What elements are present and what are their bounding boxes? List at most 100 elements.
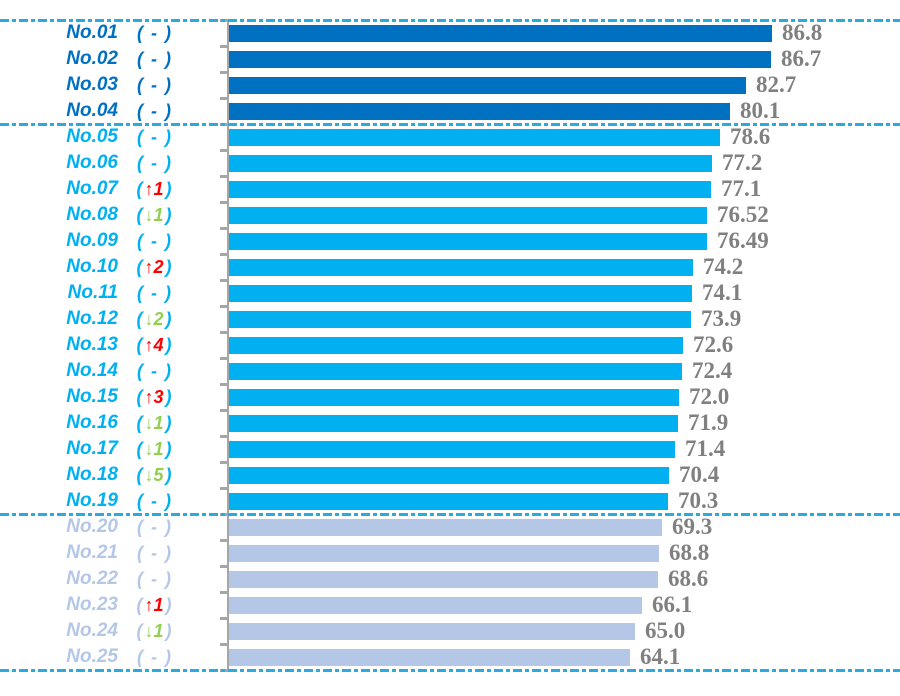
change-indicator: ↑3 bbox=[144, 387, 163, 408]
paren-close: ) bbox=[165, 360, 171, 381]
down-arrow-icon: ↓ bbox=[144, 438, 154, 459]
bar bbox=[229, 492, 668, 510]
bar-value: 80.1 bbox=[740, 98, 781, 123]
paren-open: ( bbox=[136, 412, 143, 433]
bar-wrap: 71.4 bbox=[229, 436, 725, 462]
bar bbox=[229, 336, 683, 354]
paren-close: ) bbox=[165, 542, 171, 563]
down-arrow-icon: ↓ bbox=[144, 308, 154, 329]
paren-open: ( bbox=[136, 594, 143, 615]
rank-change: (-) bbox=[122, 647, 186, 668]
rank-label: No.03 bbox=[66, 74, 118, 95]
bar-row: No.16 (↓1) 71.9 bbox=[0, 410, 900, 436]
bar-wrap: 72.4 bbox=[229, 358, 732, 384]
change-indicator: - bbox=[151, 74, 157, 95]
rank-change: (↓1) bbox=[122, 205, 186, 226]
bar-wrap: 77.2 bbox=[229, 150, 762, 176]
change-indicator: ↓1 bbox=[144, 621, 163, 642]
bar-value: 71.4 bbox=[685, 436, 726, 461]
rank-label: No.24 bbox=[66, 620, 118, 641]
paren-close: ) bbox=[165, 490, 171, 511]
bar-wrap: 68.6 bbox=[229, 566, 708, 592]
axis-tick bbox=[220, 71, 228, 74]
change-indicator: ↓2 bbox=[144, 309, 163, 330]
change-indicator: - bbox=[151, 516, 157, 537]
bar bbox=[229, 258, 693, 276]
rank-label: No.15 bbox=[66, 386, 118, 407]
paren-close: ) bbox=[165, 74, 171, 95]
bar-row: No.15 (↑3) 72.0 bbox=[0, 384, 900, 410]
paren-close: ) bbox=[165, 100, 171, 121]
rank-change: (-) bbox=[122, 491, 186, 512]
change-amount: 1 bbox=[153, 204, 164, 225]
rank-label: No.19 bbox=[66, 490, 118, 511]
value-axis-line bbox=[227, 20, 229, 670]
bar-row: No.07 (↑1) 77.1 bbox=[0, 176, 900, 202]
separator-line bbox=[0, 18, 900, 22]
bar-value: 68.6 bbox=[668, 566, 709, 591]
bar-row: No.10 (↑2) 74.2 bbox=[0, 254, 900, 280]
rank-change: (↓1) bbox=[122, 439, 186, 460]
change-indicator: ↑4 bbox=[144, 335, 163, 356]
bar-value: 76.49 bbox=[717, 228, 769, 253]
bar-row: No.19 (-) 70.3 bbox=[0, 488, 900, 514]
paren-open: ( bbox=[137, 542, 143, 563]
rank-label: No.11 bbox=[67, 282, 118, 303]
bar-value: 74.2 bbox=[703, 254, 744, 279]
bar-row: No.21 (-) 68.8 bbox=[0, 540, 900, 566]
rank-change: (-) bbox=[122, 23, 186, 44]
paren-open: ( bbox=[137, 152, 143, 173]
paren-open: ( bbox=[137, 100, 143, 121]
bar bbox=[229, 622, 635, 640]
paren-close: ) bbox=[165, 178, 172, 199]
change-indicator: - bbox=[151, 126, 157, 147]
paren-close: ) bbox=[165, 152, 171, 173]
bar-value: 65.0 bbox=[645, 618, 686, 643]
rank-change: (-) bbox=[122, 127, 186, 148]
bar-wrap: 76.49 bbox=[229, 228, 769, 254]
axis-tick bbox=[220, 357, 228, 360]
bar-row: No.23 (↑1) 66.1 bbox=[0, 592, 900, 618]
bar-wrap: 74.1 bbox=[229, 280, 742, 306]
bar-row: No.02 (-) 86.7 bbox=[0, 46, 900, 72]
bar bbox=[229, 414, 678, 432]
paren-close: ) bbox=[165, 646, 171, 667]
bar-wrap: 72.6 bbox=[229, 332, 733, 358]
change-amount: 3 bbox=[153, 386, 164, 407]
rank-change: (↓5) bbox=[122, 465, 186, 486]
rank-label: No.12 bbox=[66, 308, 118, 329]
bar-value: 74.1 bbox=[702, 280, 743, 305]
bar-value: 72.4 bbox=[692, 358, 733, 383]
rank-label: No.14 bbox=[66, 360, 118, 381]
axis-tick bbox=[220, 409, 228, 412]
axis-tick bbox=[220, 253, 228, 256]
bar-wrap: 86.7 bbox=[229, 46, 821, 72]
paren-close: ) bbox=[165, 386, 172, 407]
paren-open: ( bbox=[137, 126, 143, 147]
bar-value: 77.2 bbox=[722, 150, 763, 175]
paren-open: ( bbox=[136, 464, 143, 485]
down-arrow-icon: ↓ bbox=[144, 464, 154, 485]
bar-wrap: 64.1 bbox=[229, 644, 680, 670]
axis-tick bbox=[220, 279, 228, 282]
bar-wrap: 73.9 bbox=[229, 306, 741, 332]
rank-label: No.23 bbox=[66, 594, 118, 615]
change-indicator: - bbox=[151, 152, 157, 173]
bar bbox=[229, 76, 746, 94]
rank-label: No.07 bbox=[66, 178, 118, 199]
bar-row: No.09 (-) 76.49 bbox=[0, 228, 900, 254]
bar bbox=[229, 310, 691, 328]
bar bbox=[229, 206, 707, 224]
change-indicator: ↑2 bbox=[144, 257, 163, 278]
change-amount: 1 bbox=[153, 412, 164, 433]
bar-wrap: 72.0 bbox=[229, 384, 729, 410]
paren-close: ) bbox=[165, 620, 172, 641]
bar-row: No.22 (-) 68.6 bbox=[0, 566, 900, 592]
change-indicator: - bbox=[151, 360, 157, 381]
rank-label: No.22 bbox=[66, 568, 118, 589]
paren-close: ) bbox=[165, 126, 171, 147]
paren-close: ) bbox=[165, 334, 172, 355]
change-indicator: - bbox=[151, 490, 157, 511]
bar-wrap: 74.2 bbox=[229, 254, 743, 280]
